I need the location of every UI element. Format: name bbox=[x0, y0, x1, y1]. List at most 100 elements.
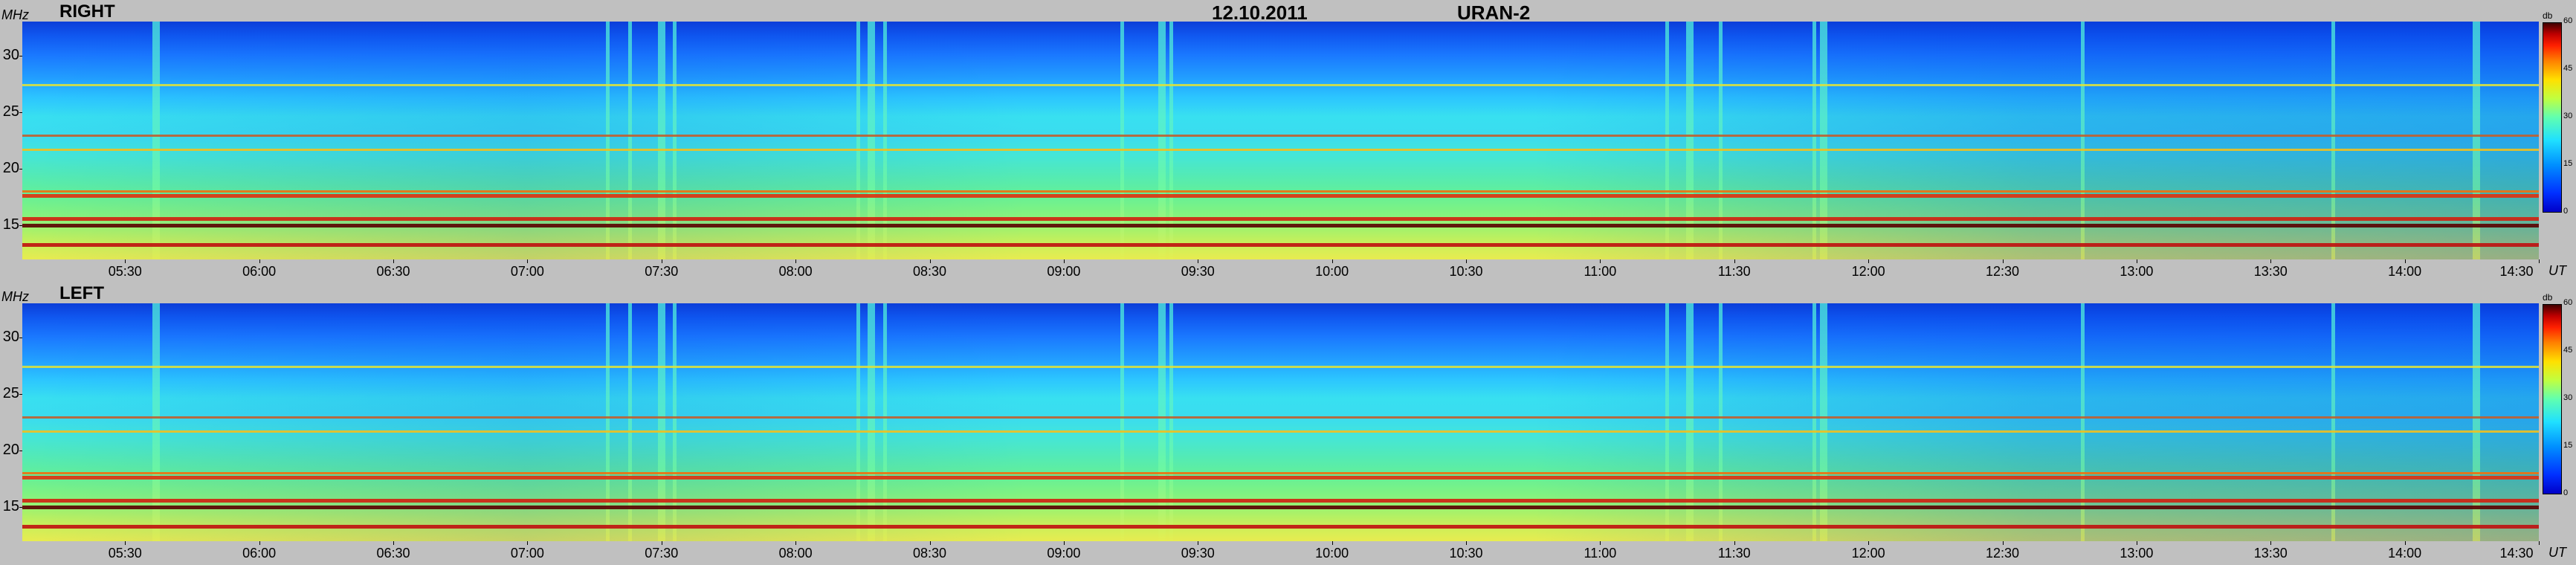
x-tick-mark bbox=[259, 259, 260, 263]
frequency-band bbox=[22, 242, 2539, 247]
x-tick-label: 08:30 bbox=[912, 546, 947, 561]
panel-title: LEFT bbox=[59, 283, 104, 303]
burst-stripe bbox=[882, 303, 887, 541]
burst-stripe bbox=[1158, 303, 1166, 541]
x-tick-label: 07:00 bbox=[510, 546, 544, 561]
burst-stripe bbox=[1820, 303, 1827, 541]
y-tick-label: 15 bbox=[2, 498, 19, 515]
burst-stripe bbox=[1685, 22, 1694, 259]
x-tick-label: 06:00 bbox=[242, 546, 277, 561]
y-tick-label: 20 bbox=[2, 442, 19, 459]
x-tick-label: 05:30 bbox=[108, 546, 142, 561]
x-tick-mark bbox=[527, 541, 529, 545]
frequency-band bbox=[22, 365, 2539, 368]
x-tick-label: 12:30 bbox=[1985, 264, 2020, 279]
frequency-band bbox=[22, 194, 2539, 198]
burst-stripe bbox=[657, 303, 665, 541]
burst-stripe bbox=[2472, 22, 2480, 259]
x-tick-mark bbox=[1331, 259, 1333, 263]
frequency-band bbox=[22, 472, 2539, 475]
y-tick-label: 15 bbox=[2, 216, 19, 233]
burst-stripe bbox=[1169, 22, 1173, 259]
colorbar-tick: 60 bbox=[2563, 16, 2573, 25]
burst-stripe bbox=[2331, 303, 2335, 541]
y-tick-label: 25 bbox=[2, 384, 19, 401]
x-tick-mark bbox=[527, 259, 529, 263]
y-tick-label: 30 bbox=[2, 46, 19, 63]
burst-stripe bbox=[1820, 22, 1827, 259]
colorbar-tick: 45 bbox=[2563, 346, 2573, 355]
frequency-band bbox=[22, 524, 2539, 529]
x-tick-mark bbox=[2002, 259, 2004, 263]
burst-stripe bbox=[606, 303, 610, 541]
burst-stripe bbox=[2081, 22, 2085, 259]
x-tick-label: 07:00 bbox=[510, 264, 544, 279]
x-tick-label: 10:00 bbox=[1315, 264, 1349, 279]
burst-stripe bbox=[856, 22, 860, 259]
x-axis-unit: UT bbox=[2548, 545, 2566, 560]
colorbar-tick: 45 bbox=[2563, 64, 2573, 73]
x-tick-label: 07:30 bbox=[645, 546, 679, 561]
burst-stripe bbox=[1120, 22, 1124, 259]
colorbar-tick: 0 bbox=[2563, 488, 2569, 497]
x-tick-label: 11:30 bbox=[1717, 546, 1751, 561]
x-tick-mark bbox=[2270, 541, 2272, 545]
y-tick-label: 30 bbox=[2, 328, 19, 345]
x-tick-label: 11:00 bbox=[1584, 546, 1617, 561]
x-tick-label: 09:30 bbox=[1181, 546, 1215, 561]
x-tick-mark bbox=[1734, 259, 1735, 263]
frequency-band bbox=[22, 416, 2539, 419]
frequency-band bbox=[22, 216, 2539, 221]
burst-stripe bbox=[1719, 22, 1723, 259]
colorbar-tick: 0 bbox=[2563, 207, 2569, 216]
x-tick-mark bbox=[259, 541, 260, 545]
burst-stripe bbox=[673, 22, 677, 259]
colorbar bbox=[2543, 304, 2562, 494]
x-tick-label: 14:30 bbox=[2499, 264, 2534, 279]
burst-stripe bbox=[856, 303, 860, 541]
x-tick-label: 14:30 bbox=[2499, 546, 2534, 561]
x-tick-mark bbox=[929, 541, 931, 545]
frequency-band bbox=[22, 476, 2539, 480]
y-axis-unit: MHz bbox=[1, 289, 29, 304]
burst-stripe bbox=[606, 22, 610, 259]
colorbar-tick: 15 bbox=[2563, 441, 2573, 450]
burst-stripe bbox=[1158, 22, 1166, 259]
instrument-name: URAN-2 bbox=[1457, 1, 1531, 24]
y-tick-mark bbox=[19, 112, 22, 113]
burst-stripe bbox=[152, 303, 161, 541]
x-tick-mark bbox=[1466, 541, 1468, 545]
x-axis-unit: UT bbox=[2548, 263, 2566, 278]
x-tick-mark bbox=[2270, 259, 2272, 263]
burst-stripe bbox=[1665, 22, 1670, 259]
burst-stripe bbox=[152, 22, 161, 259]
colorbar bbox=[2543, 22, 2562, 213]
y-tick-mark bbox=[19, 507, 22, 508]
x-tick-label: 13:30 bbox=[2253, 546, 2288, 561]
colorbar-unit: db bbox=[2543, 10, 2553, 21]
burst-stripe bbox=[868, 22, 876, 259]
x-tick-label: 06:00 bbox=[242, 264, 277, 279]
x-tick-mark bbox=[795, 259, 797, 263]
colorbar-tick: 30 bbox=[2563, 112, 2573, 120]
frequency-band bbox=[22, 135, 2539, 138]
x-tick-mark bbox=[393, 541, 395, 545]
x-tick-mark bbox=[2539, 259, 2540, 263]
burst-stripe bbox=[882, 22, 887, 259]
x-tick-label: 06:30 bbox=[376, 546, 410, 561]
x-tick-mark bbox=[2539, 541, 2540, 545]
x-tick-mark bbox=[1734, 541, 1735, 545]
burst-stripe bbox=[1812, 22, 1817, 259]
x-tick-mark bbox=[1466, 259, 1468, 263]
burst-stripe bbox=[868, 303, 876, 541]
burst-stripe bbox=[1665, 303, 1670, 541]
x-tick-mark bbox=[393, 259, 395, 263]
colorbar-unit: db bbox=[2543, 292, 2553, 303]
y-tick-mark bbox=[19, 169, 22, 170]
y-tick-mark bbox=[19, 393, 22, 395]
x-tick-label: 09:30 bbox=[1181, 264, 1215, 279]
x-tick-label: 12:00 bbox=[1851, 546, 1885, 561]
burst-stripe bbox=[2331, 22, 2335, 259]
burst-stripe bbox=[1120, 303, 1124, 541]
burst-stripe bbox=[1685, 303, 1694, 541]
